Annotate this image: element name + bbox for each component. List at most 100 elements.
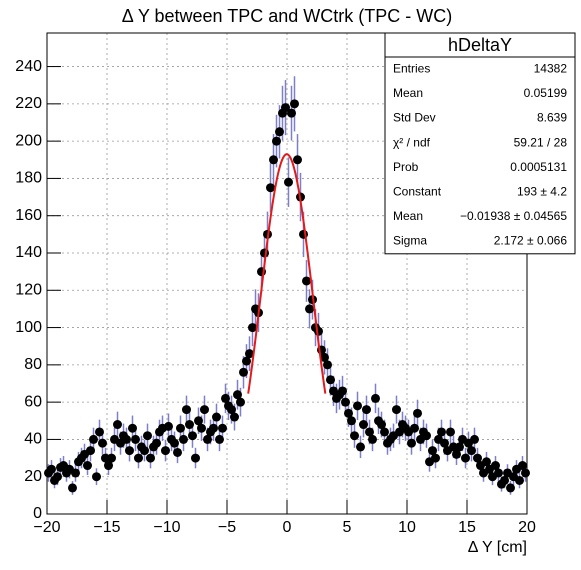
data-point (266, 183, 275, 193)
x-tick-label: −15 (93, 519, 120, 536)
data-point (107, 453, 116, 463)
data-point (305, 304, 314, 314)
x-tick-label: 0 (283, 519, 292, 536)
data-point (236, 397, 245, 407)
stats-value: 59.21 / 28 (514, 135, 568, 149)
data-point (164, 421, 173, 431)
data-point (290, 99, 299, 109)
data-point (125, 446, 134, 456)
data-point (341, 397, 350, 407)
data-point (287, 108, 296, 118)
data-point (500, 475, 509, 485)
data-point (200, 405, 209, 415)
data-point (161, 446, 170, 456)
data-point (98, 438, 107, 448)
y-tick-label: 60 (24, 393, 42, 410)
data-point (248, 323, 257, 333)
data-point (452, 449, 461, 459)
data-point (455, 442, 464, 452)
data-point (176, 423, 185, 433)
data-point (380, 427, 389, 437)
y-tick-label: 220 (15, 95, 42, 112)
data-point (275, 127, 284, 137)
data-point (92, 472, 101, 482)
data-point (284, 177, 293, 187)
data-point (461, 453, 470, 463)
y-tick-label: 140 (15, 244, 42, 261)
data-point (377, 420, 386, 430)
data-point (326, 375, 335, 385)
data-point (170, 438, 179, 448)
x-tick-label: 5 (343, 519, 352, 536)
data-point (320, 352, 329, 362)
data-point (362, 405, 371, 415)
data-point (338, 386, 347, 396)
y-tick-label: 40 (24, 431, 42, 448)
y-tick-label: 80 (24, 356, 42, 373)
data-point (209, 423, 218, 433)
data-point (113, 420, 122, 430)
data-point (359, 420, 368, 430)
y-tick-label: 180 (15, 170, 42, 187)
data-point (239, 367, 248, 377)
data-point (143, 431, 152, 441)
fit-curve (247, 153, 327, 394)
stats-value: 14382 (534, 61, 568, 75)
data-point (347, 416, 356, 426)
data-point (191, 453, 200, 463)
x-tick-label: 15 (458, 519, 476, 536)
data-point (515, 475, 524, 485)
stats-name: χ² / ndf (393, 135, 431, 149)
data-point (365, 427, 374, 437)
data-point (440, 438, 449, 448)
y-tick-label: 100 (15, 319, 42, 336)
stats-value: 2.172 ± 0.066 (494, 234, 568, 248)
stats-value: 8.639 (537, 111, 567, 125)
data-point (68, 483, 77, 493)
data-point (188, 431, 197, 441)
data-point (140, 446, 149, 456)
data-point (407, 438, 416, 448)
x-tick-label: −5 (218, 519, 236, 536)
y-tick-label: 160 (15, 207, 42, 224)
data-point (506, 483, 515, 493)
data-point (245, 349, 254, 359)
data-point (47, 464, 56, 474)
data-point (215, 434, 224, 444)
data-point (470, 434, 479, 444)
data-point (293, 155, 302, 165)
x-tick-label: −10 (153, 519, 180, 536)
stats-name: Prob (393, 160, 419, 174)
data-point (437, 427, 446, 437)
data-point (473, 453, 482, 463)
data-point (212, 412, 221, 422)
data-point (323, 360, 332, 370)
chart-title: Δ Y between TPC and WCtrk (TPC - WC) (122, 6, 452, 26)
x-tick-label: −20 (33, 519, 60, 536)
y-tick-label: 120 (15, 281, 42, 298)
data-point (392, 405, 401, 415)
data-point (122, 434, 131, 444)
data-point (86, 446, 95, 456)
stats-box (384, 32, 576, 255)
stats-name: Std Dev (393, 111, 436, 125)
data-point (494, 468, 503, 478)
data-point (227, 405, 236, 415)
data-point (491, 461, 500, 471)
data-point (203, 434, 212, 444)
data-point (242, 356, 251, 366)
data-point (482, 457, 491, 467)
data-point (185, 420, 194, 430)
data-point (518, 461, 527, 471)
y-tick-label: 200 (15, 132, 42, 149)
data-point (428, 446, 437, 456)
y-tick-label: 20 (24, 468, 42, 485)
data-point (422, 431, 431, 441)
data-point (233, 390, 242, 400)
data-point (89, 434, 98, 444)
stats-value: 193 ± 4.2 (517, 184, 567, 198)
stats-name: Constant (393, 184, 442, 198)
data-point (104, 461, 113, 471)
plot-frame (46, 32, 528, 515)
